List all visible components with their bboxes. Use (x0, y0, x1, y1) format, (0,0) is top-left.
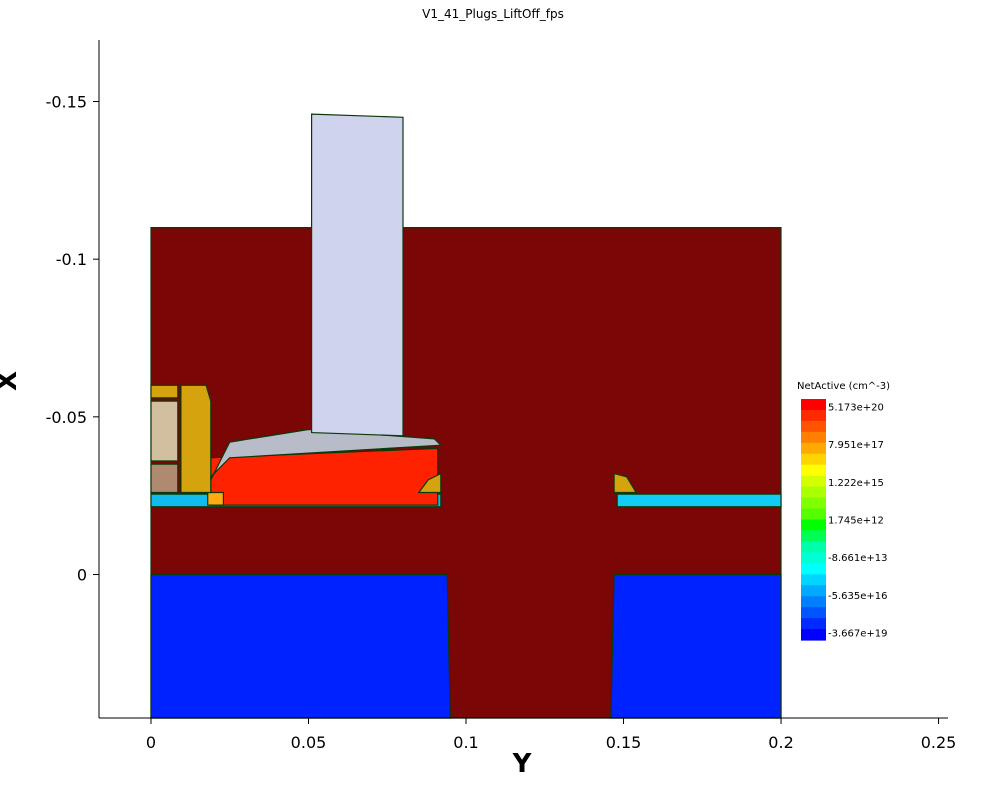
region-left-spacer-tip (417, 472, 442, 494)
x-axis-label: Y (512, 749, 533, 779)
colorbar-label: 1.745e+12 (828, 516, 884, 527)
region-gate-cap (210, 428, 443, 481)
colorbar-swatch (801, 585, 826, 597)
region-right-well-n-type (610, 573, 782, 719)
colorbar-swatch (801, 596, 826, 608)
y-tick-label: -0.1 (56, 250, 87, 269)
x-tick-label: 0.15 (606, 733, 642, 752)
region-nitride-block (150, 400, 179, 462)
colorbar-swatch (801, 552, 826, 564)
y-ticks: -0.15 -0.1 -0.05 0 (46, 92, 99, 585)
x-ticks: 0 0.05 0.1 0.15 0.2 0.25 (146, 718, 956, 752)
colorbar-swatches (801, 399, 826, 641)
colorbar-label: -5.635e+16 (828, 591, 888, 602)
colorbar-labels: 5.173e+20 7.951e+17 1.222e+15 1.745e+12 -8.6… (828, 403, 888, 640)
colorbar-swatch (801, 574, 826, 586)
colorbar-swatch (801, 607, 826, 619)
y-tick-label: 0 (77, 566, 87, 585)
colorbar-swatch (801, 508, 826, 521)
region-plug (311, 113, 404, 437)
colorbar-label: -3.667e+19 (828, 629, 888, 640)
region-spacer-left (180, 384, 212, 494)
colorbar-swatch (801, 618, 826, 630)
region-spacer-block (150, 384, 179, 399)
colorbar-swatch (801, 629, 826, 641)
y-tick-label: -0.05 (46, 408, 87, 427)
y-tick-label: -0.15 (46, 92, 87, 111)
colorbar-label: -8.661e+13 (828, 553, 888, 564)
colorbar-label: 5.173e+20 (828, 403, 884, 414)
colorbar-swatch (801, 530, 826, 542)
colorbar-swatch (801, 420, 826, 433)
region-left-well-n-type (150, 573, 451, 719)
x-tick-label: 0 (146, 733, 156, 752)
x-tick-label: 0.2 (768, 733, 793, 752)
colorbar-swatch (801, 519, 826, 532)
colorbar-label: 1.222e+15 (828, 478, 884, 489)
colorbar-swatch (801, 541, 826, 553)
colorbar-swatch (801, 563, 826, 575)
x-tick-label: 0.25 (921, 733, 957, 752)
colorbar-swatch (801, 497, 826, 510)
colorbar-swatch (801, 475, 826, 488)
colorbar-swatch (801, 486, 826, 499)
contour-regions (150, 113, 782, 719)
colorbar-swatch (801, 399, 826, 411)
region-right-shallow-layer (616, 493, 782, 508)
region-source-drain-tip (207, 491, 224, 506)
colorbar-swatch (801, 453, 826, 466)
colorbar-title: NetActive (cm^-3) (797, 381, 890, 392)
colorbar-swatch (801, 464, 826, 477)
colorbar-swatch (801, 409, 826, 422)
colorbar: NetActive (cm^-3) 5.173e+20 7.951e+17 1.22… (797, 381, 890, 641)
x-tick-label: 0.1 (453, 733, 478, 752)
region-right-spacer (613, 472, 638, 494)
y-axis-label: X (0, 371, 23, 391)
colorbar-label: 7.951e+17 (828, 440, 884, 451)
x-tick-label: 0.05 (291, 733, 327, 752)
colorbar-swatch (801, 442, 826, 455)
chart-title: V1_41_Plugs_LiftOff_fps (422, 7, 564, 21)
axes (98, 40, 948, 719)
region-oxide-block (150, 463, 179, 494)
colorbar-swatch (801, 431, 826, 444)
